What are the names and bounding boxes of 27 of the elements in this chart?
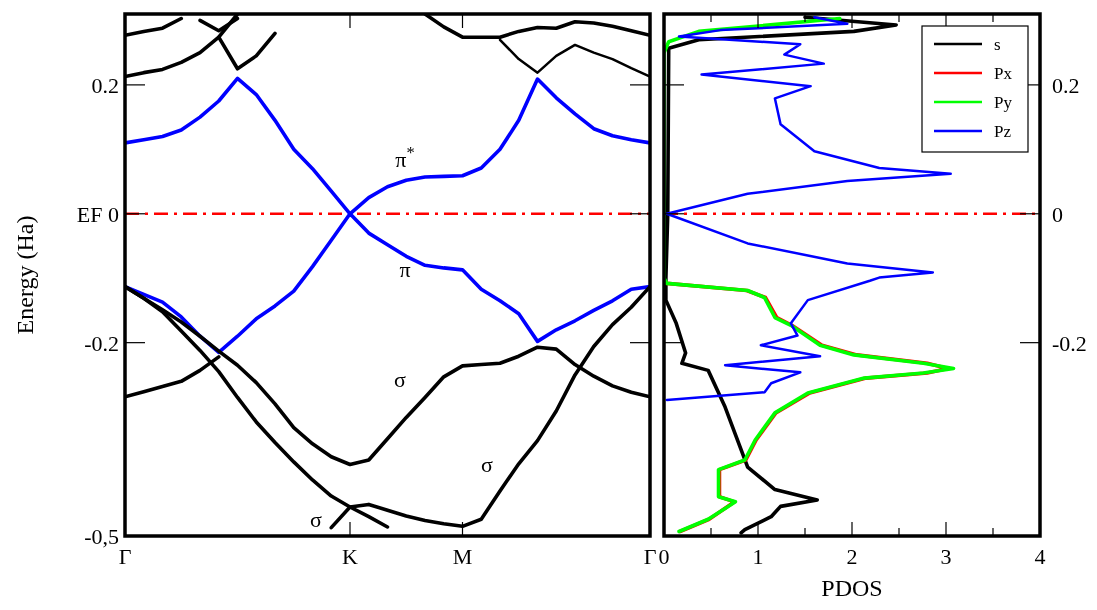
annotation: π$^{*}$ <box>395 142 415 172</box>
annotation: σ <box>310 507 323 532</box>
x-tick-label: Γ <box>118 544 132 569</box>
legend-label: Px <box>994 64 1013 83</box>
y-tick-label: 0.2 <box>1052 72 1080 98</box>
x-tick-label: 2 <box>846 544 858 569</box>
x-tick-label: Γ <box>643 544 657 569</box>
y-tick-label: -0.2 <box>1052 330 1087 356</box>
x-tick-label: K <box>342 544 359 569</box>
y-tick-label: 0 <box>1052 201 1063 227</box>
x-tick-label: M <box>452 544 473 569</box>
x-tick-label: 0 <box>658 544 670 569</box>
annotation: π <box>399 257 411 282</box>
y-axis-title: Energy (Ha) <box>12 215 38 335</box>
y-tick-label: 0.2 <box>91 72 119 98</box>
x-axis-title: PDOS <box>821 575 883 601</box>
x-tick-label: 1 <box>752 544 764 569</box>
y-tick-label: -0.2 <box>84 330 119 356</box>
annotation: σ <box>394 367 407 392</box>
legend-label: Py <box>994 93 1013 112</box>
x-tick-label: 4 <box>1034 544 1046 569</box>
y-tick-label: -0,5 <box>84 524 119 549</box>
x-tick-label: 3 <box>940 544 952 569</box>
y-tick-label: EF 0 <box>76 201 119 227</box>
legend-label: Pz <box>994 122 1012 141</box>
annotation: σ <box>481 452 494 477</box>
legend-label: s <box>994 35 1001 54</box>
